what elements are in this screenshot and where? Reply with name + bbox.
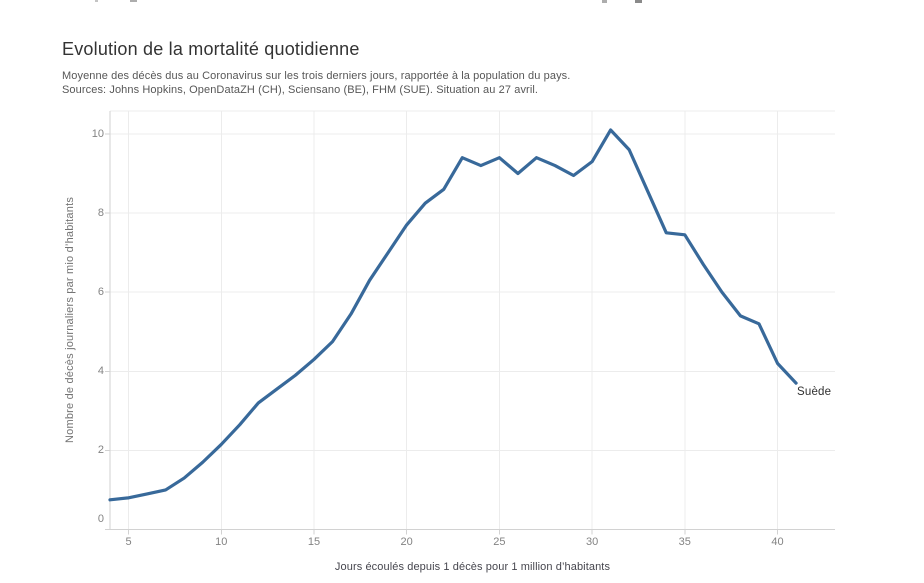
y-tick-label: 8 (97, 207, 104, 220)
x-tick-label: 10 (215, 536, 228, 548)
y-tick-label: 2 (97, 444, 104, 457)
clipped-text-fragment (130, 0, 137, 2)
clipped-text-fragment (635, 0, 642, 3)
y-tick-label: 6 (97, 286, 104, 299)
x-tick-label: 30 (585, 536, 599, 548)
x-axis-title: Jours écoulés depuis 1 décès pour 1 mill… (334, 561, 611, 573)
series-label-suede: Suède (797, 386, 832, 398)
series-line-suede[interactable] (108, 128, 798, 502)
x-tick-label: 20 (400, 536, 413, 548)
x-tick-label: 25 (493, 536, 506, 548)
y-tick-label: 4 (97, 365, 104, 378)
clipped-text-fragment (95, 0, 98, 2)
chart-subtitle: Moyenne des décès dus au Coronavirus sur… (62, 70, 571, 82)
x-tick-label: 40 (771, 536, 784, 548)
clipped-text-fragment (602, 0, 607, 3)
chart-title: Evolution de la mortalité quotidienne (62, 39, 360, 59)
y-tick-label: 0 (97, 512, 104, 525)
y-tick-label: 10 (91, 127, 104, 140)
chart-sources: Sources: Johns Hopkins, OpenDataZH (CH),… (62, 84, 539, 96)
x-tick-label: 15 (307, 536, 321, 548)
x-tick-label: 35 (678, 536, 691, 548)
x-tick-label: 5 (125, 536, 132, 548)
